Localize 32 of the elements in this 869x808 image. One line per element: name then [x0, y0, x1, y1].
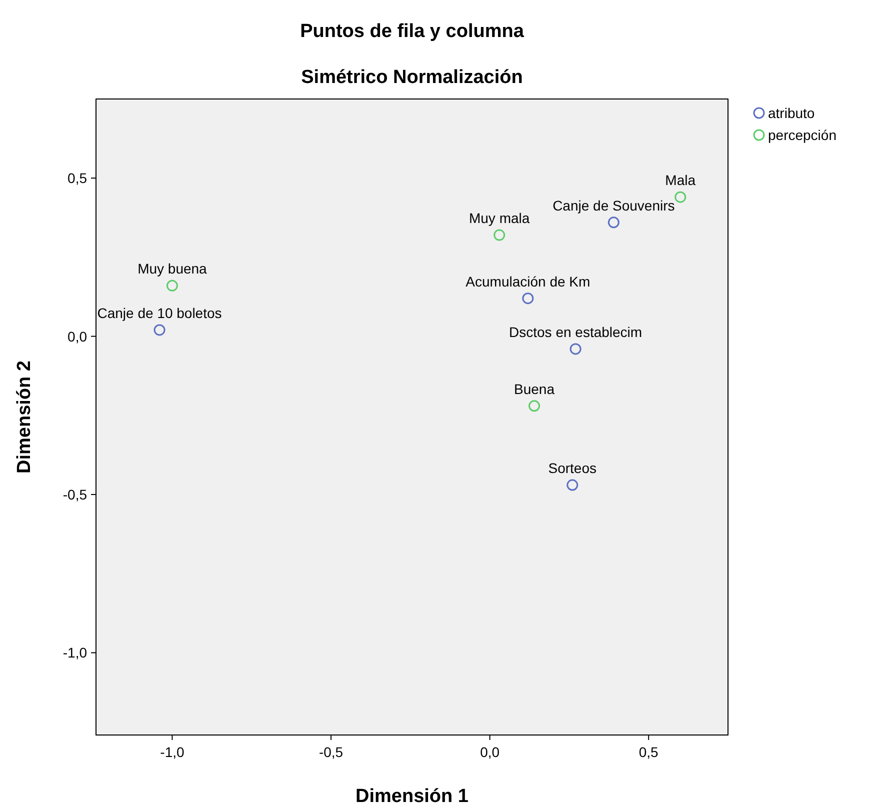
point: [522, 292, 534, 304]
legend-label: percepción: [768, 127, 836, 143]
point: [566, 479, 578, 491]
annotation: Mala: [665, 172, 696, 188]
y-tick-label: 0,0: [68, 328, 88, 344]
point: [674, 191, 686, 203]
annotation: Canje de Souvenirs: [552, 197, 675, 214]
annotation: Acumulación de Km: [466, 273, 590, 290]
annotation: Canje de 10 boletos: [97, 304, 222, 321]
x-tick-label: 0,5: [638, 744, 659, 760]
legend-label: atributo: [768, 105, 815, 121]
y-axis-title: Dimensión 2: [14, 360, 35, 474]
point: [154, 324, 166, 336]
point: [608, 216, 620, 228]
annotation: Dsctos en establecim: [509, 324, 642, 340]
y-tick-label: -1,0: [62, 644, 88, 661]
annotation: Buena: [514, 380, 555, 397]
y-tick-label: -0,5: [62, 486, 88, 503]
point: [528, 400, 540, 412]
point: [494, 229, 506, 241]
x-tick-label: -1,0: [160, 744, 184, 760]
annotation: Muy mala: [468, 210, 530, 226]
point: [166, 280, 178, 292]
chart-title: Puntos de fila y columna: [300, 21, 524, 42]
annotation: Sorteos: [548, 460, 597, 476]
y-tick-label: 0,5: [68, 170, 88, 186]
x-tick-label: -0,5: [318, 744, 344, 760]
point: [570, 343, 582, 355]
x-axis-title: Dimensión 1: [356, 786, 469, 807]
chart-subtitle: Simétrico Normalización: [301, 67, 523, 88]
annotation: Muy buena: [138, 260, 208, 277]
x-tick-label: 0,0: [480, 744, 500, 760]
